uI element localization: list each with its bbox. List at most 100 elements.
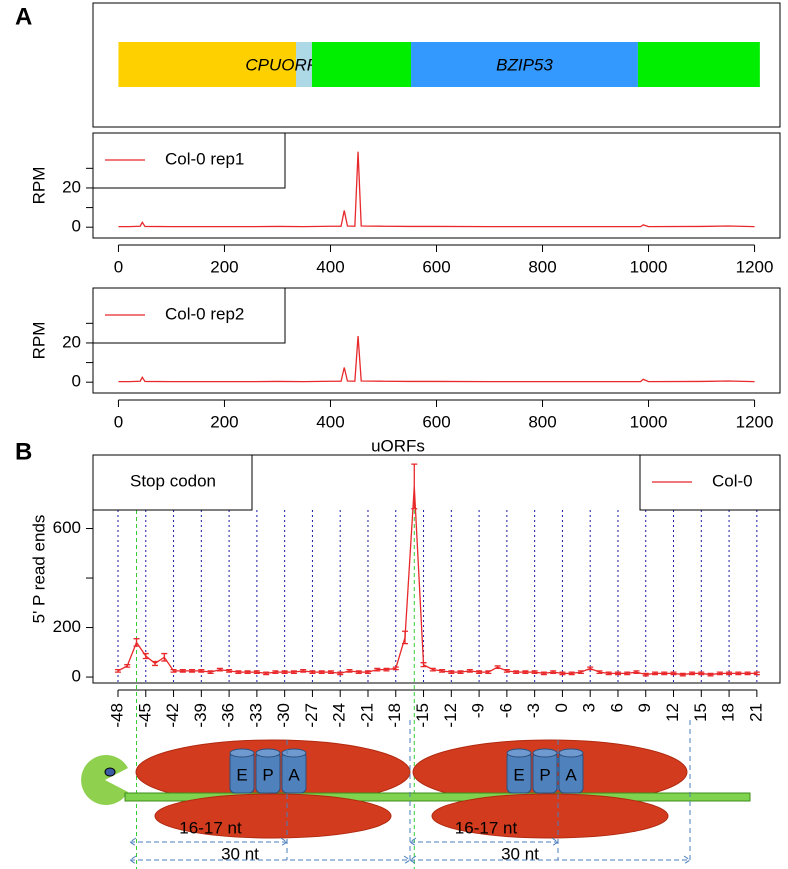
error-bar [253,670,260,674]
gene-segment [637,42,760,87]
arrow [409,837,559,847]
error-bar [726,671,733,676]
error-bar [614,671,621,676]
gene-segment [296,42,312,87]
error-bar [513,670,520,674]
error-bar [476,670,483,674]
x-tick-label: -27 [302,703,321,728]
chart-title: uORFs [371,436,425,455]
panel-label: A [15,3,32,30]
error-bar [355,670,362,674]
x-tick-label: 200 [210,412,238,431]
x-tick-label: 200 [210,257,238,276]
y-tick-label: 200 [53,617,81,636]
arrow [129,837,288,847]
x-tick-label: -42 [163,703,182,728]
error-bar [300,668,307,673]
error-bar [216,667,223,672]
small-subunit [154,793,392,839]
frame [92,2,781,128]
x-tick-label: -33 [246,703,265,728]
x-tick-label: -3 [524,703,543,718]
trna-top [506,748,532,758]
error-bar [485,670,492,674]
legend-label: Col-0 [712,471,753,490]
error-bar [735,671,742,676]
legend-label: Col-0 rep2 [165,304,244,323]
error-bar [272,670,279,674]
annotation-box [92,454,253,511]
site-label: E [236,765,247,784]
x-tick-label: 600 [422,412,450,431]
x-tick-label: -9 [469,703,488,718]
site-label: A [565,765,577,784]
error-bar [420,662,427,668]
x-tick-label: 600 [422,257,450,276]
error-bar [679,672,686,677]
gene-label: BZIP53 [496,55,553,74]
footprint-label: 16-17 nt [455,818,518,837]
x-tick-label: -15 [413,703,432,728]
pacman [81,755,128,805]
gene-segment [411,42,638,87]
x-tick-label: 1200 [736,257,774,276]
error-bar [605,671,612,676]
error-bar [698,671,705,676]
error-bar [522,670,529,674]
error-bar [503,668,510,673]
error-bar [114,668,121,673]
x-tick-label: -36 [219,703,238,728]
x-tick-label: 12 [663,703,682,722]
error-bar [587,666,594,671]
error-bar [689,671,696,676]
error-bar [318,670,325,674]
error-bar [596,670,603,674]
footprint-label: 16-17 nt [179,818,242,837]
y-tick-label: 20 [62,177,81,196]
error-bar [411,463,418,510]
x-tick-label: 800 [528,257,556,276]
error-bar [633,670,640,674]
error-bar [244,670,251,674]
x-tick-label: -24 [330,703,349,728]
x-tick-label: -45 [135,703,154,728]
error-bar [189,668,196,673]
x-tick-label: 1200 [736,412,774,431]
error-bar [235,670,242,674]
gene-segment [118,42,297,87]
error-bar [624,671,631,676]
trna-top [255,748,281,758]
x-tick-label: 3 [580,703,599,712]
error-bar [652,671,659,676]
trna-top [281,748,307,758]
x-tick-label: 400 [316,412,344,431]
error-bar [337,671,344,676]
error-bar [540,671,547,676]
y-tick-label: 20 [62,332,81,351]
error-bar [448,670,455,674]
x-tick-label: -48 [107,703,126,728]
y-axis-label: RPM [29,322,48,360]
trna-top [532,748,558,758]
error-bar [550,670,557,674]
x-tick-label: -21 [357,703,376,728]
data-line [117,486,757,676]
error-bar [531,670,538,674]
gene-label: CPUORF3 [245,55,327,74]
error-bar [327,670,334,674]
x-tick-label: -12 [441,703,460,728]
error-bar [290,670,297,674]
legend-label: Col-0 rep1 [165,149,244,168]
error-bar [439,668,446,673]
error-bar [716,671,723,676]
data-line [118,336,755,383]
x-tick-label: 800 [528,412,556,431]
y-tick-label: 0 [72,217,81,236]
mrna [124,792,751,802]
y-axis-label: 5' P read ends [29,515,48,624]
error-bar [559,671,566,676]
error-bar [577,670,584,674]
x-tick-label: -18 [385,703,404,728]
error-bar [179,668,186,673]
